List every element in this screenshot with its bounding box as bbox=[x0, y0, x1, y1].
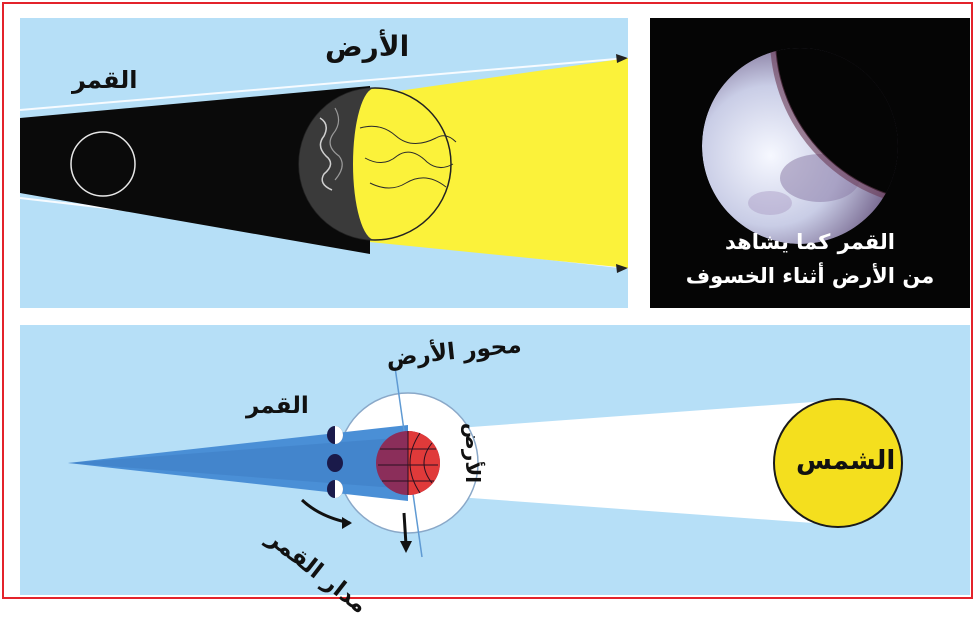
eclipsed-moon-photo: القمر كما يشاهد من الأرض أثناء الخسوف bbox=[650, 18, 970, 308]
earth-texture-2 bbox=[329, 107, 343, 181]
moon-in-shadow bbox=[70, 131, 136, 197]
sun-earth-moon-diagram: محور الأرض القمر الأرض الشمس مدار القمر bbox=[20, 325, 970, 619]
earth-texture-1 bbox=[319, 117, 333, 191]
sunlight-cone bbox=[430, 400, 840, 525]
earth-night-side bbox=[299, 88, 375, 240]
earth-shadow-on-moon bbox=[775, 48, 898, 203]
orbit-arrowhead-left bbox=[342, 517, 352, 529]
moon-3-lit bbox=[335, 480, 343, 498]
eclipse-shadow-diagram: القمر الأرض bbox=[20, 18, 628, 308]
penumbra-line-upper bbox=[20, 57, 628, 111]
earth-label: الأرض bbox=[325, 30, 410, 63]
photo-caption-line1: القمر كما يشاهد bbox=[725, 230, 895, 254]
moon-positions bbox=[327, 426, 343, 498]
bottom-earth-label: الأرض bbox=[461, 422, 486, 484]
moon-1-lit bbox=[335, 426, 343, 444]
moon-mare-3 bbox=[748, 191, 792, 215]
moon-position-2 bbox=[327, 454, 343, 472]
arrow-lower bbox=[616, 264, 628, 273]
orbit-arrow-right bbox=[402, 512, 408, 546]
earth-grid bbox=[378, 431, 438, 495]
orbit-arrowhead-right bbox=[400, 541, 412, 553]
sun-label: الشمس bbox=[796, 446, 896, 476]
umbra bbox=[68, 437, 408, 489]
moon-label: القمر bbox=[72, 66, 138, 94]
sun bbox=[773, 398, 903, 528]
bottom-moon-label: القمر bbox=[246, 393, 309, 419]
earth-shadow-cone bbox=[20, 86, 370, 254]
outer-border bbox=[2, 2, 973, 599]
earth-continents bbox=[359, 125, 457, 189]
photo-caption-line2: من الأرض أثناء الخسوف bbox=[685, 264, 935, 288]
arrow-upper bbox=[616, 54, 628, 63]
